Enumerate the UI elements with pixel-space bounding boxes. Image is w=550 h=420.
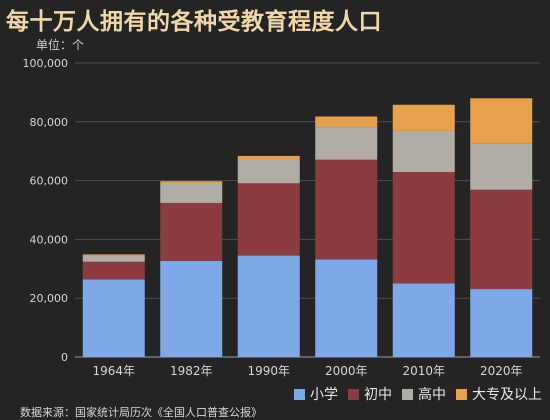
y-tick-label: 40,000	[30, 233, 69, 246]
bar-segment-高中-1990年	[237, 160, 300, 184]
x-tick-label: 1990年	[247, 364, 290, 378]
bar-segment-大专及以上-2000年	[315, 116, 378, 128]
bar-segment-小学-2010年	[392, 283, 455, 357]
legend-label: 大专及以上	[472, 387, 542, 403]
x-tick-label: 2010年	[402, 364, 445, 378]
bar-segment-小学-1982年	[160, 260, 223, 357]
bar-segment-初中-2000年	[315, 159, 378, 260]
legend-swatch	[402, 388, 413, 400]
legend: 小学 初中 高中 大专及以上	[294, 384, 542, 404]
x-tick-label: 1964年	[92, 364, 135, 378]
y-tick-label: 100,000	[23, 57, 69, 70]
legend-label: 高中	[418, 387, 446, 403]
y-tick-label: 60,000	[30, 175, 69, 188]
y-tick-label: 80,000	[30, 116, 69, 129]
bar-segment-初中-1990年	[237, 183, 300, 256]
legend-label: 初中	[364, 387, 392, 403]
x-tick-label: 2000年	[325, 364, 368, 378]
legend-label: 小学	[310, 387, 338, 403]
y-tick-label: 20,000	[30, 292, 69, 305]
bar-segment-高中-1982年	[160, 182, 223, 203]
x-tick-label: 1982年	[170, 364, 213, 378]
bars	[82, 98, 533, 357]
grid-lines	[75, 62, 540, 358]
legend-item: 大专及以上	[456, 384, 542, 404]
y-tick-label: 0	[61, 351, 68, 364]
bar-segment-小学-1990年	[237, 255, 300, 357]
bar-segment-大专及以上-2010年	[392, 104, 455, 131]
bar-segment-高中-2020年	[470, 143, 533, 190]
bar-segment-高中-2010年	[392, 130, 455, 173]
legend-swatch	[294, 388, 305, 400]
legend-item: 小学	[294, 384, 338, 404]
bar-segment-小学-2000年	[315, 259, 378, 357]
bar-segment-小学-2020年	[470, 289, 533, 357]
x-tick-label: 2020年	[480, 364, 523, 378]
legend-item: 高中	[402, 384, 446, 404]
legend-swatch	[348, 388, 359, 400]
bar-segment-初中-2010年	[392, 172, 455, 284]
bar-segment-高中-1964年	[82, 255, 145, 262]
bar-segment-大专及以上-1990年	[237, 155, 300, 161]
legend-swatch	[456, 388, 467, 400]
bar-segment-初中-1964年	[82, 261, 145, 280]
chart-title: 每十万人拥有的各种受教育程度人口	[6, 9, 382, 35]
bar-segment-大专及以上-1982年	[160, 181, 223, 183]
y-axis-ticks: 0 20,000 40,000 60,000 80,000 100,000	[23, 57, 69, 364]
x-axis-ticks: 1964年 1982年 1990年 2000年 2010年 2020年	[92, 364, 522, 378]
source-note: 数据来源：国家统计局历次《全国人口普查公报》	[20, 406, 262, 419]
bar-segment-小学-1964年	[82, 279, 145, 357]
bar-segment-大专及以上-2020年	[470, 98, 533, 144]
legend-item: 初中	[348, 384, 392, 404]
unit-label: 单位：个	[36, 38, 85, 52]
bar-segment-初中-2020年	[470, 189, 533, 290]
bar-segment-大专及以上-1964年	[82, 254, 145, 256]
bar-segment-高中-2000年	[315, 127, 378, 160]
bar-segment-初中-1982年	[160, 202, 223, 261]
